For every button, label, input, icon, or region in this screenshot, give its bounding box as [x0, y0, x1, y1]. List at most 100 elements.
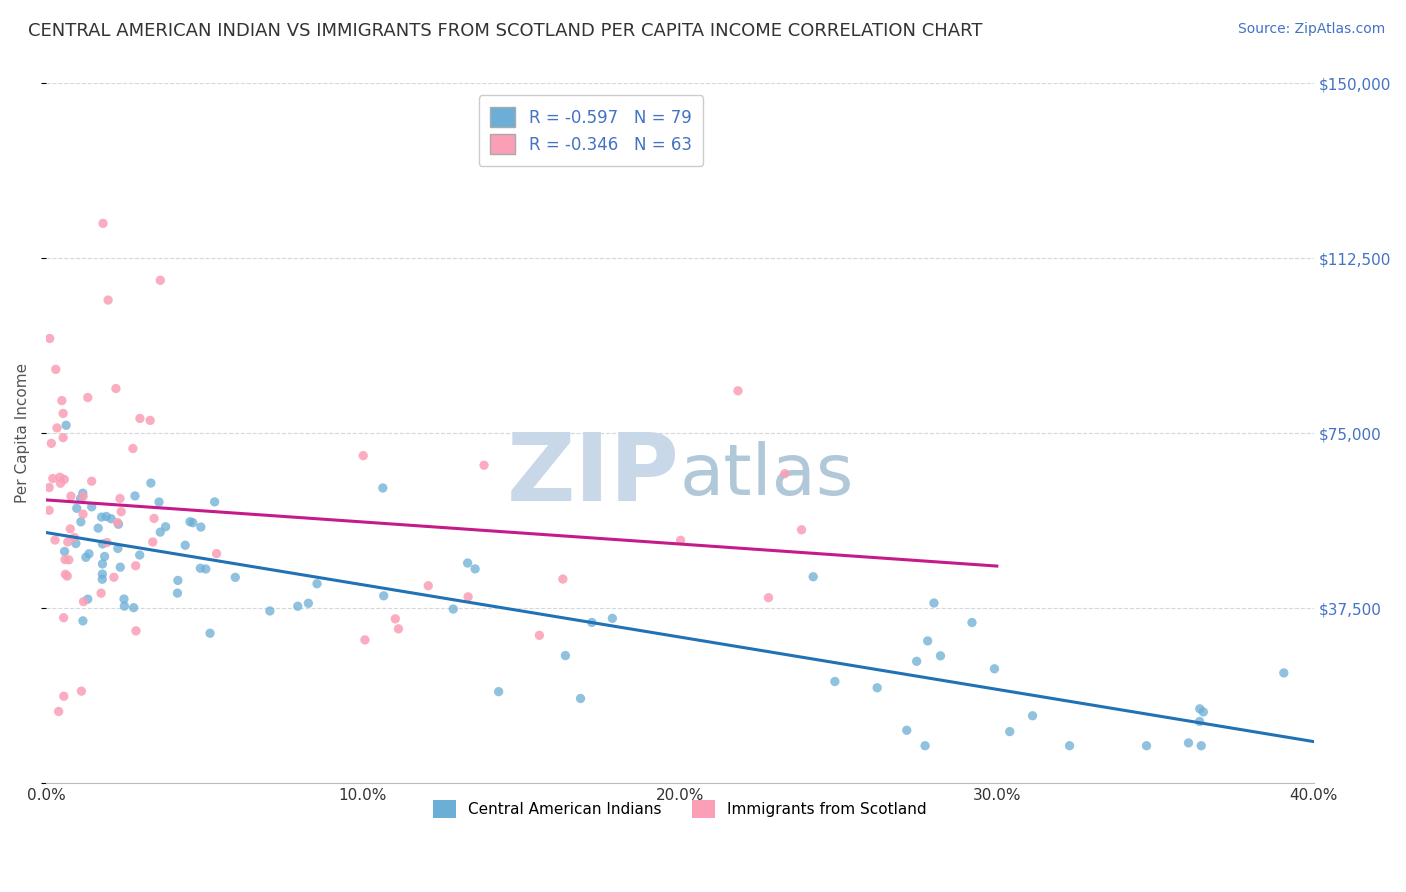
- Point: [91, 216, 114, 230]
- Point: [205, 547, 228, 561]
- Point: [1188, 714, 1211, 729]
- Point: [87, 521, 110, 535]
- Point: [790, 523, 813, 537]
- Point: [297, 596, 319, 610]
- Point: [52, 407, 75, 421]
- Point: [107, 516, 129, 530]
- Point: [125, 558, 148, 573]
- Point: [929, 648, 952, 663]
- Point: [45, 362, 67, 376]
- Point: [998, 724, 1021, 739]
- Point: [1177, 736, 1199, 750]
- Point: [56, 569, 79, 583]
- Point: [124, 489, 146, 503]
- Point: [66, 501, 89, 516]
- Point: [112, 599, 135, 613]
- Point: [190, 561, 212, 575]
- Point: [128, 548, 150, 562]
- Point: [122, 600, 145, 615]
- Point: [122, 442, 145, 456]
- Point: [46, 421, 69, 435]
- Point: [55, 418, 77, 433]
- Point: [91, 537, 114, 551]
- Point: [139, 413, 162, 427]
- Point: [91, 572, 114, 586]
- Point: [960, 615, 983, 630]
- Point: [53, 567, 76, 582]
- Point: [472, 458, 495, 473]
- Point: [52, 610, 75, 624]
- Point: [1059, 739, 1081, 753]
- Point: [110, 560, 132, 574]
- Point: [110, 505, 132, 519]
- Point: [773, 467, 796, 481]
- Point: [100, 512, 122, 526]
- Point: [174, 538, 197, 552]
- Point: [464, 562, 486, 576]
- Point: [52, 690, 75, 704]
- Point: [387, 622, 409, 636]
- Point: [70, 515, 93, 529]
- Point: [53, 473, 76, 487]
- Point: [59, 489, 82, 503]
- Point: [53, 544, 76, 558]
- Point: [198, 626, 221, 640]
- Legend: Central American Indians, Immigrants from Scotland: Central American Indians, Immigrants fro…: [427, 794, 934, 824]
- Point: [914, 739, 936, 753]
- Point: [1021, 708, 1043, 723]
- Point: [922, 596, 945, 610]
- Y-axis label: Per Capita Income: Per Capita Income: [15, 363, 30, 503]
- Point: [49, 476, 72, 491]
- Point: [1189, 739, 1212, 753]
- Point: [259, 604, 281, 618]
- Point: [38, 503, 60, 517]
- Point: [1272, 665, 1295, 680]
- Point: [148, 495, 170, 509]
- Point: [1135, 739, 1157, 753]
- Point: [70, 684, 93, 698]
- Point: [107, 541, 129, 556]
- Point: [166, 586, 188, 600]
- Point: [354, 632, 377, 647]
- Point: [90, 510, 112, 524]
- Point: [38, 481, 60, 495]
- Point: [96, 509, 118, 524]
- Point: [42, 471, 65, 485]
- Point: [75, 550, 97, 565]
- Point: [103, 570, 125, 584]
- Point: [58, 553, 80, 567]
- Point: [112, 592, 135, 607]
- Point: [49, 470, 72, 484]
- Point: [52, 431, 75, 445]
- Point: [72, 614, 94, 628]
- Point: [104, 382, 127, 396]
- Point: [59, 522, 82, 536]
- Point: [44, 533, 66, 547]
- Point: [63, 531, 86, 545]
- Point: [149, 273, 172, 287]
- Point: [107, 517, 129, 532]
- Point: [917, 634, 939, 648]
- Point: [97, 293, 120, 307]
- Point: [125, 624, 148, 638]
- Point: [69, 491, 91, 506]
- Point: [76, 391, 98, 405]
- Text: atlas: atlas: [681, 441, 855, 509]
- Text: CENTRAL AMERICAN INDIAN VS IMMIGRANTS FROM SCOTLAND PER CAPITA INCOME CORRELATIO: CENTRAL AMERICAN INDIAN VS IMMIGRANTS FR…: [28, 22, 983, 40]
- Point: [51, 393, 73, 408]
- Point: [418, 579, 440, 593]
- Point: [824, 674, 846, 689]
- Point: [801, 570, 824, 584]
- Point: [190, 520, 212, 534]
- Point: [53, 552, 76, 566]
- Point: [373, 589, 395, 603]
- Point: [983, 662, 1005, 676]
- Point: [108, 491, 131, 506]
- Point: [91, 557, 114, 571]
- Point: [1188, 702, 1211, 716]
- Point: [529, 628, 551, 642]
- Point: [149, 525, 172, 540]
- Point: [77, 547, 100, 561]
- Point: [76, 592, 98, 607]
- Point: [905, 654, 928, 668]
